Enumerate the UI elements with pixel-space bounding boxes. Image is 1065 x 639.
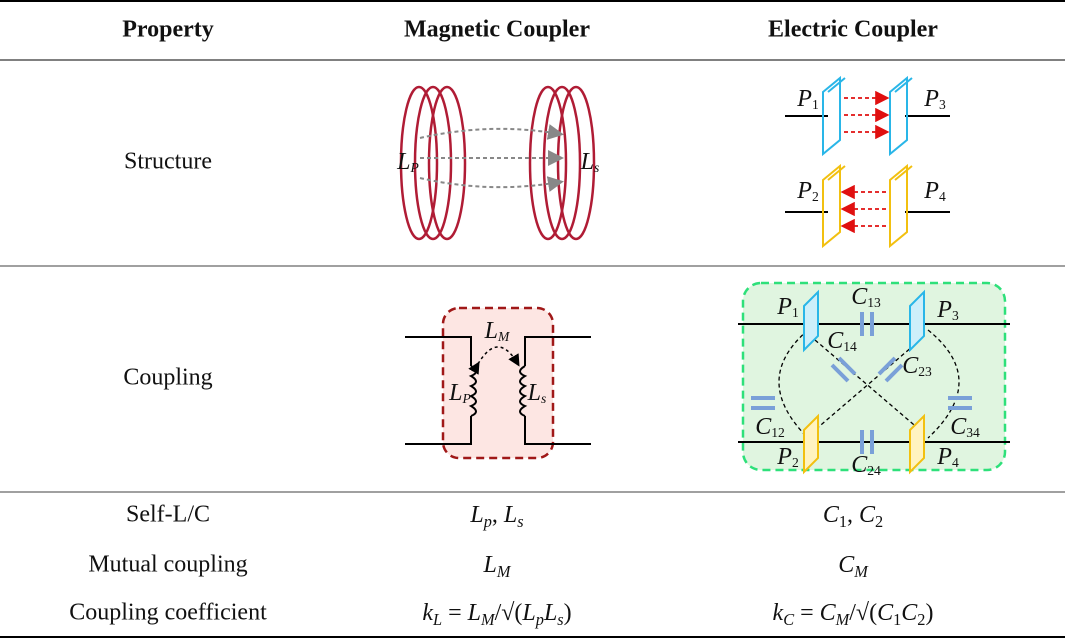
- math-sub: 2: [875, 512, 883, 531]
- math-text: kL = LM/√(LpLs): [422, 600, 571, 629]
- label-main: P: [776, 444, 792, 470]
- label-main: P: [936, 444, 952, 470]
- math-main: C: [838, 552, 855, 578]
- diagram-label: Ls: [580, 149, 600, 176]
- diagram-label: P3: [923, 86, 946, 113]
- math-text: CM: [838, 552, 869, 581]
- cell-text: Self-L/C: [126, 502, 210, 528]
- label-sub: 1: [812, 97, 819, 112]
- math-main: L: [503, 502, 517, 528]
- math-sub: M: [480, 610, 496, 629]
- math-main: L: [521, 600, 535, 626]
- math-sub: 2: [917, 610, 925, 629]
- label-main: C: [902, 353, 919, 379]
- label-sub: M: [497, 329, 510, 344]
- label-main: P: [923, 178, 939, 204]
- label-main: L: [448, 380, 462, 406]
- math-text: kC = CM/√(C1C2): [773, 600, 934, 629]
- label-sub: 4: [952, 455, 959, 470]
- diagram-label: P2: [796, 178, 819, 205]
- field-arrows: [844, 98, 886, 226]
- label-sub: 34: [966, 425, 980, 440]
- label-sub: P: [410, 160, 419, 175]
- math-sub: L: [432, 610, 442, 629]
- label-sub: s: [541, 391, 546, 406]
- math-sub: 1: [839, 512, 847, 531]
- label-sub: 23: [918, 364, 932, 379]
- label-main: C: [851, 452, 868, 478]
- label-sub: 2: [792, 455, 799, 470]
- math-text: LM: [483, 552, 512, 581]
- math-plain: =: [794, 600, 820, 626]
- cell-text: Structure: [124, 149, 212, 175]
- label-main: L: [580, 149, 594, 175]
- flux-lines: [420, 129, 560, 187]
- math-plain: ): [564, 600, 572, 626]
- label-sub: 14: [843, 339, 857, 354]
- math-main: L: [543, 600, 557, 626]
- cell-text: Coupling coefficient: [69, 600, 267, 626]
- math-main: L: [467, 600, 481, 626]
- cell-text: Electric Coupler: [768, 17, 938, 43]
- math-main: L: [483, 552, 497, 578]
- math-main: C: [901, 600, 918, 626]
- math-sub: s: [517, 512, 523, 531]
- label-sub: 4: [939, 189, 946, 204]
- label-main: P: [936, 297, 952, 323]
- cell-text: Coupling: [123, 365, 212, 391]
- math-main: k: [422, 600, 433, 626]
- math-text: Lp, Ls: [469, 502, 523, 531]
- math-plain: =: [442, 600, 468, 626]
- math-main: C: [877, 600, 894, 626]
- math-plain: /√(: [849, 600, 877, 626]
- diagram-label: P4: [923, 178, 946, 205]
- cell-text: Magnetic Coupler: [404, 17, 590, 43]
- label-main: P: [776, 294, 792, 320]
- label-sub: 3: [939, 97, 946, 112]
- label-main: L: [484, 318, 498, 344]
- math-sub: M: [835, 610, 851, 629]
- coils: [401, 87, 594, 239]
- label-main: P: [796, 86, 812, 112]
- table-page: Property Magnetic Coupler Electric Coupler…: [0, 0, 1065, 639]
- cell-text: Mutual coupling: [88, 552, 247, 578]
- label-main: C: [827, 328, 844, 354]
- label-sub: 13: [867, 295, 881, 310]
- math-plain: ,: [492, 502, 504, 528]
- math-sub: M: [496, 562, 512, 581]
- math-sub: p: [483, 512, 492, 531]
- plates: [823, 78, 912, 246]
- label-main: L: [527, 380, 541, 406]
- math-sub: 1: [893, 610, 901, 629]
- math-main: C: [820, 600, 837, 626]
- math-main: L: [469, 502, 483, 528]
- label-sub: 24: [867, 463, 881, 478]
- math-plain: ): [925, 600, 933, 626]
- math-main: k: [773, 600, 784, 626]
- label-sub: 2: [812, 189, 819, 204]
- label-sub: 1: [792, 305, 799, 320]
- math-plain: /√(: [495, 600, 523, 626]
- math-sub: p: [535, 610, 544, 629]
- label-main: C: [755, 414, 772, 440]
- math-text: C1, C2: [823, 502, 883, 531]
- label-main: C: [851, 284, 868, 310]
- math-main: C: [823, 502, 840, 528]
- label-sub: 3: [952, 308, 959, 323]
- label-main: L: [396, 149, 410, 175]
- cell-text: Property: [122, 17, 214, 43]
- math-sub: M: [853, 562, 869, 581]
- math-main: C: [859, 502, 876, 528]
- label-sub: 12: [771, 425, 785, 440]
- label-sub: P: [462, 391, 471, 406]
- label-main: P: [923, 86, 939, 112]
- math-plain: ,: [847, 502, 859, 528]
- label-main: C: [950, 414, 967, 440]
- diagram-label: P1: [796, 86, 818, 113]
- label-main: P: [796, 178, 812, 204]
- label-sub: s: [594, 160, 599, 175]
